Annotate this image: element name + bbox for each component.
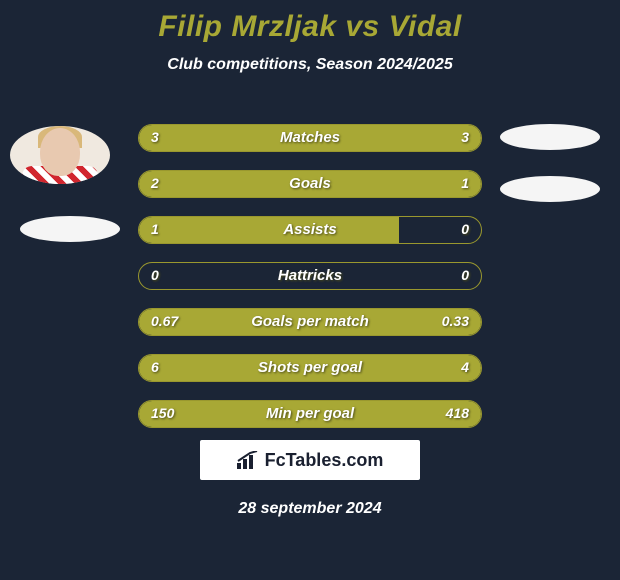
footer-date: 28 september 2024: [0, 500, 620, 518]
stat-row: 33Matches: [138, 124, 482, 152]
comparison-card: Filip Mrzljak vs Vidal Club competitions…: [0, 0, 620, 580]
stat-row: 64Shots per goal: [138, 354, 482, 382]
stat-bars: 33Matches 21Goals 10Assists 00Hattricks 0.67…: [138, 124, 482, 446]
stat-row: 0.670.33Goals per match: [138, 308, 482, 336]
logo-text: FcTables.com: [265, 450, 384, 471]
stat-label: Matches: [139, 129, 481, 146]
chart-icon: [237, 451, 259, 469]
stat-label: Hattricks: [139, 267, 481, 284]
player1-face: [40, 128, 80, 176]
stat-row: 21Goals: [138, 170, 482, 198]
stat-row: 150418Min per goal: [138, 400, 482, 428]
stat-label: Assists: [139, 221, 481, 238]
stat-label: Shots per goal: [139, 359, 481, 376]
title-player2: Vidal: [389, 10, 462, 43]
subtitle: Club competitions, Season 2024/2025: [0, 56, 620, 74]
stat-row: 10Assists: [138, 216, 482, 244]
stat-row: 00Hattricks: [138, 262, 482, 290]
player2-photo-placeholder: [500, 124, 600, 150]
player1-photo: [10, 126, 110, 184]
fctables-logo: FcTables.com: [200, 440, 420, 480]
stat-label: Min per goal: [139, 405, 481, 422]
player2-flag: [500, 176, 600, 202]
title: Filip Mrzljak vs Vidal: [0, 0, 620, 44]
title-player1: Filip Mrzljak: [158, 10, 336, 43]
stat-label: Goals per match: [139, 313, 481, 330]
player1-flag: [20, 216, 120, 242]
stat-label: Goals: [139, 175, 481, 192]
title-vs: vs: [345, 10, 379, 43]
